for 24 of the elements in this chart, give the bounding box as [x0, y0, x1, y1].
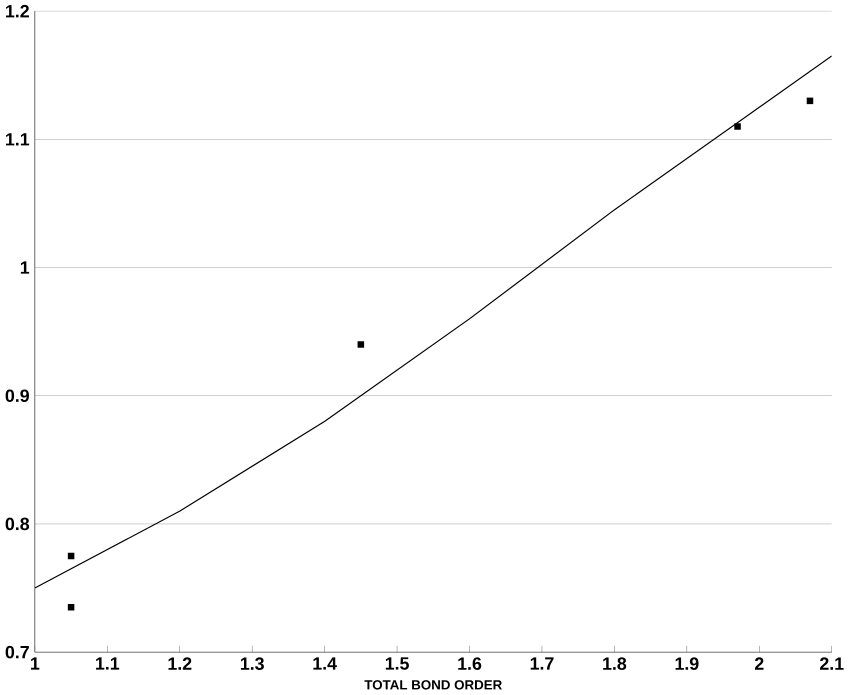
point	[358, 341, 364, 348]
x-tick-label: 1.7	[530, 658, 554, 670]
x-axis-title: TOTAL BOND ORDER	[364, 680, 502, 690]
y-tick-label: 0.9	[6, 390, 29, 402]
x-tick-label: 1.2	[168, 658, 192, 670]
y-tick-label: 0.7	[6, 646, 29, 659]
x-tick-label: 1	[31, 658, 40, 670]
x-tick-label: 1.9	[676, 658, 699, 670]
x-tick-label: 2.1	[820, 658, 844, 670]
y-tick-label: 0.8	[6, 518, 30, 530]
x-tick-label: 1.1	[96, 658, 120, 670]
x-tick-label: 2	[754, 658, 764, 670]
point	[68, 604, 74, 611]
x-tick-label: 1.8	[603, 658, 626, 670]
y-tick-label: 1	[20, 262, 30, 274]
point	[734, 124, 741, 130]
point	[806, 98, 814, 104]
x-tick-label: 1.6	[458, 658, 482, 670]
x-tick-label: 1.3	[240, 658, 264, 670]
x-tick-label: 1.5	[386, 658, 409, 670]
x-tick-label: 1.4	[313, 658, 337, 670]
y-tick-label: 1.2	[6, 5, 29, 18]
y-tick-label: 1.1	[6, 133, 30, 146]
point	[68, 552, 74, 560]
